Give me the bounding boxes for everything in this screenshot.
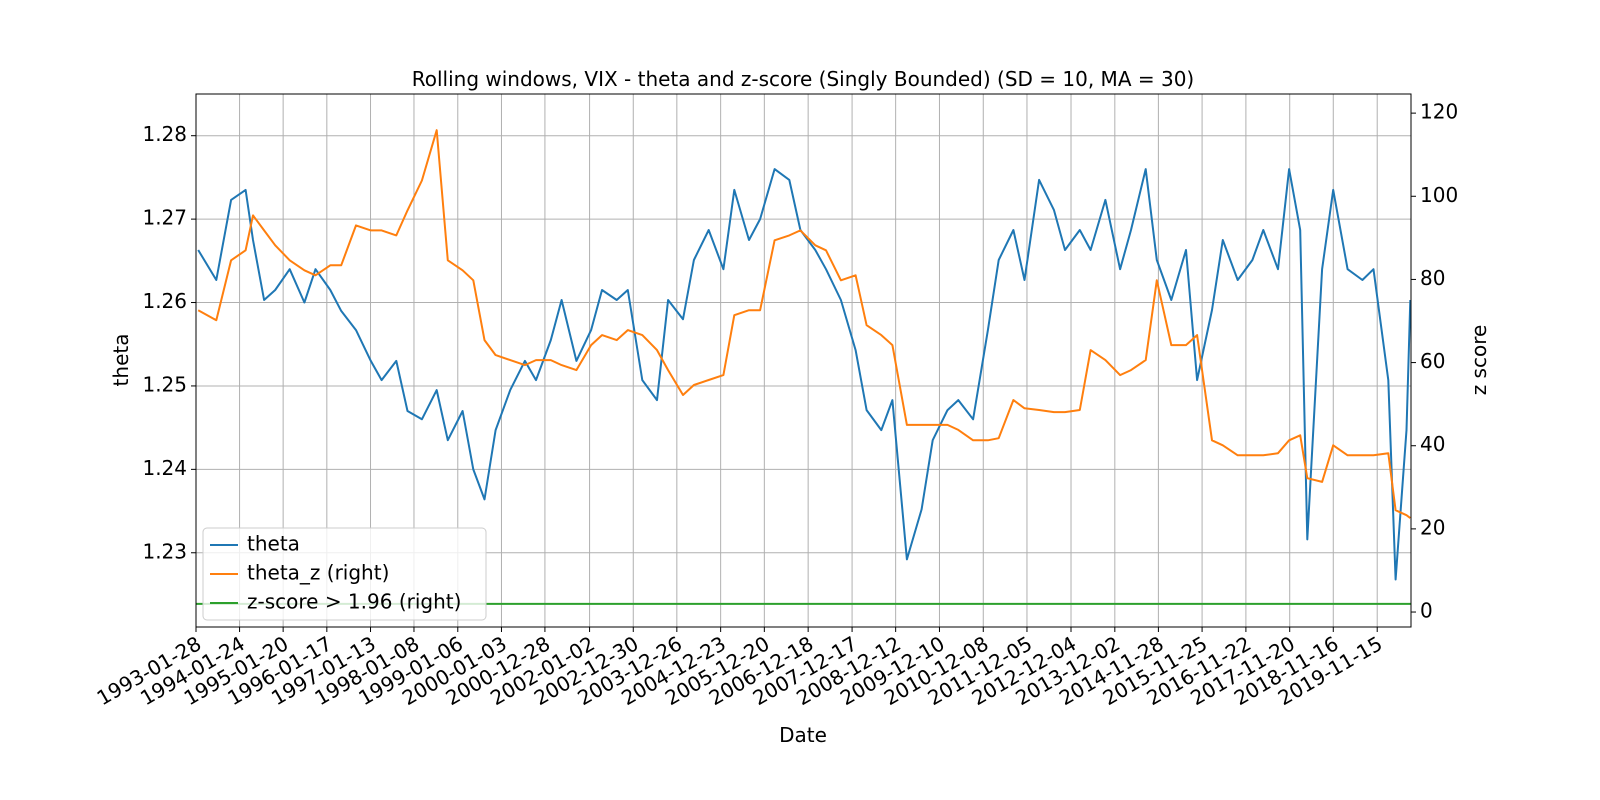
legend-box [202, 527, 487, 621]
series-line [197, 129, 1411, 519]
y-tick-label: 1.26 [142, 289, 187, 313]
legend-label: theta [247, 532, 300, 556]
y2-tick-label: 60 [1420, 349, 1445, 373]
y-tick-label: 1.25 [142, 372, 187, 396]
y-tick-label: 1.27 [142, 206, 187, 230]
y2-tick-label: 80 [1420, 266, 1445, 290]
y2-tick-label: 0 [1420, 599, 1433, 623]
y2-tick-label: 100 [1420, 183, 1458, 207]
plot-frame [195, 93, 1412, 628]
y-tick-label: 1.24 [142, 456, 187, 480]
y2-axis-label: z score [1467, 325, 1491, 396]
y-tick-label: 1.23 [142, 539, 187, 563]
y2-tick-label: 120 [1420, 100, 1458, 124]
y2-tick-label: 40 [1420, 432, 1445, 456]
legend-label: z-score > 1.96 (right) [247, 590, 461, 614]
y2-tick-label: 20 [1420, 515, 1445, 539]
series-line [197, 168, 1412, 581]
legend-label: theta_z (right) [247, 561, 389, 585]
chart-title: Rolling windows, VIX - theta and z-score… [412, 67, 1194, 91]
y-tick-label: 1.28 [142, 122, 187, 146]
y-axis-label: theta [109, 334, 133, 387]
x-axis-label: Date [779, 723, 827, 747]
